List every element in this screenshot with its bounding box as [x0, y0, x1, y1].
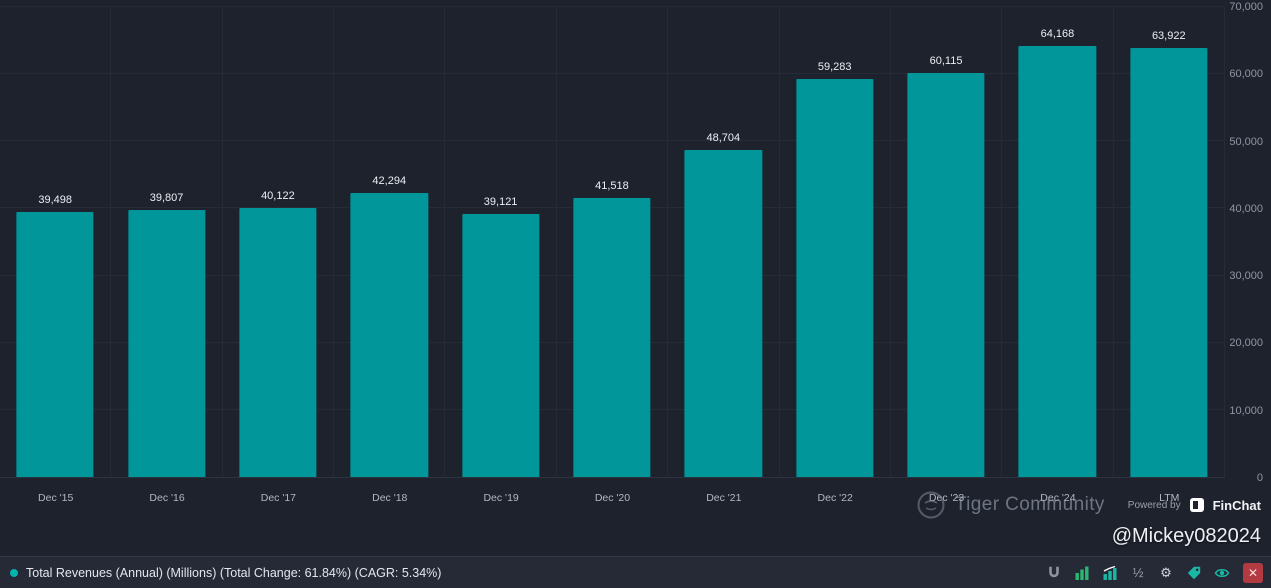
bar-column: 48,704 [667, 7, 778, 477]
footer-bar: Total Revenues (Annual) (Millions) (Tota… [0, 556, 1271, 588]
eye-icon[interactable] [1213, 564, 1231, 582]
chart-area: 39,498 39,807 40,122 42,294 39,121 41,518 48,7… [0, 1, 1271, 547]
y-tick-label: 30,000 [1229, 270, 1263, 283]
x-tick-label: Dec '22 [817, 492, 853, 504]
x-tick-label: LTM [1159, 492, 1180, 504]
bar-column: 39,121 [444, 7, 555, 477]
magnet-icon[interactable] [1045, 564, 1063, 582]
bar-value-label: 39,498 [38, 193, 72, 206]
legend-series-label: Total Revenues (Annual) (Millions) (Tota… [26, 565, 442, 580]
y-tick-label: 60,000 [1229, 68, 1263, 81]
y-tick-label: 50,000 [1229, 135, 1263, 148]
revenue-bar[interactable] [350, 193, 428, 477]
bar-value-label: 40,122 [261, 189, 295, 202]
gridline [0, 140, 1224, 142]
revenue-bar[interactable] [16, 211, 94, 477]
bar-value-label: 39,121 [483, 196, 518, 209]
close-button[interactable]: ✕ [1243, 562, 1263, 583]
revenue-bar[interactable] [461, 214, 540, 477]
bar-value-label: 64,168 [1040, 28, 1075, 41]
revenue-bar[interactable] [573, 198, 651, 477]
x-tick-label: Dec '23 [928, 492, 965, 504]
footer-toolbar: ½ ⚙ [1045, 564, 1231, 582]
bar-column: 60,115 [889, 7, 1001, 477]
bar-columns: 39,498 39,807 40,122 42,294 39,121 41,518 48,7… [0, 7, 1224, 477]
gear-icon[interactable]: ⚙ [1160, 565, 1172, 580]
gridline [0, 6, 1224, 7]
x-tick-label: Dec '15 [38, 492, 74, 504]
revenue-bar[interactable] [1018, 46, 1097, 477]
bar-column: 39,498 [0, 7, 110, 477]
x-tick-label: Dec '24 [1040, 492, 1076, 504]
bar-value-label: 42,294 [372, 175, 407, 188]
bar-column: 59,283 [778, 7, 890, 477]
y-tick-label: 10,000 [1229, 404, 1263, 417]
fraction-icon[interactable]: ½ [1132, 565, 1144, 580]
revenue-bar[interactable] [796, 78, 874, 477]
legend-series-dot [10, 568, 18, 577]
bar-value-label: 63,922 [1151, 29, 1186, 42]
bar-column: 63,922 [1112, 7, 1224, 477]
watermark-user-handle: @Mickey082024 [1111, 525, 1261, 547]
bar-column: 41,518 [555, 7, 667, 477]
y-tick-label: 70,000 [1229, 1, 1263, 13]
y-tick-label: 40,000 [1229, 202, 1263, 215]
revenue-bar[interactable] [907, 73, 985, 477]
bar-column: 40,122 [221, 7, 333, 477]
bar-column: 64,168 [1001, 7, 1112, 477]
plot-area: 39,498 39,807 40,122 42,294 39,121 41,518 48,7… [0, 6, 1225, 478]
combo-chart-icon[interactable] [1101, 564, 1119, 582]
bar-value-label: 59,283 [817, 60, 852, 73]
x-tick-label: Dec '18 [372, 492, 408, 504]
bar-value-label: 60,115 [929, 55, 963, 68]
revenue-bar[interactable] [684, 150, 762, 477]
y-tick-label: 20,000 [1229, 337, 1263, 350]
revenue-bar[interactable] [239, 207, 317, 477]
y-axis: 0 10,000 20,000 30,000 40,000 50,000 60,000 70,… [1225, 1, 1271, 484]
x-axis: Dec '15 Dec '16 Dec '17 Dec '18 Dec '19 Dec '… [0, 492, 1225, 506]
legend[interactable]: Total Revenues (Annual) (Millions) (Tota… [8, 566, 441, 580]
revenue-bar[interactable] [1130, 47, 1208, 477]
x-tick-label: Dec '19 [483, 492, 519, 504]
bar-chart-icon[interactable] [1073, 564, 1091, 582]
x-tick-label: Dec '20 [594, 492, 631, 504]
y-tick-label: 0 [1256, 472, 1263, 484]
gridline [0, 73, 1224, 75]
bar-value-label: 41,518 [595, 180, 629, 193]
revenue-bar[interactable] [127, 209, 206, 477]
x-tick-label: Dec '21 [706, 492, 742, 504]
x-tick-label: Dec '16 [149, 492, 185, 504]
bar-column: 42,294 [333, 7, 444, 477]
bar-value-label: 48,704 [706, 132, 741, 144]
tag-icon[interactable] [1185, 564, 1203, 582]
bar-column: 39,807 [110, 7, 221, 477]
bar-value-label: 39,807 [149, 191, 184, 204]
x-tick-label: Dec '17 [260, 492, 297, 504]
